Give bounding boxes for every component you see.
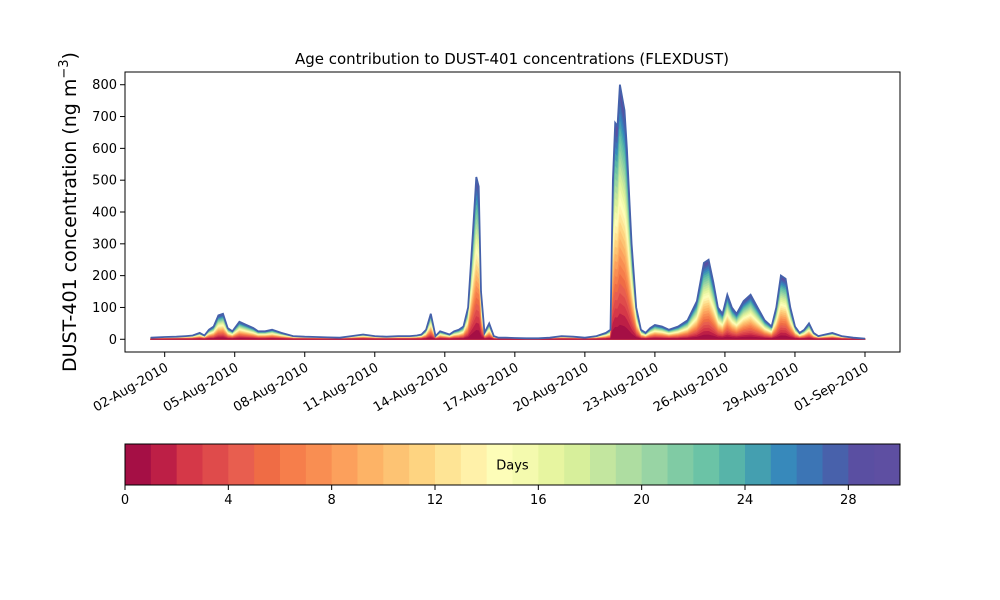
colorbar-tick-label: 20	[633, 493, 650, 508]
colorbar-swatch	[486, 444, 513, 485]
colorbar-swatch	[796, 444, 823, 485]
x-tick-label: 29-Aug-2010	[721, 360, 801, 415]
colorbar-swatch	[512, 444, 539, 485]
colorbar-tick-label: 12	[427, 493, 444, 508]
age-layer-29-days	[150, 84, 866, 340]
colorbar-swatch	[228, 444, 255, 485]
colorbar-swatch	[590, 444, 617, 485]
colorbar: 0 4 8 12 16 20 24 28 Days	[121, 443, 901, 508]
total-concentration-line	[150, 84, 866, 340]
colorbar-tick-label: 28	[840, 493, 857, 508]
colorbar-swatch	[538, 444, 565, 485]
colorbar-swatch	[822, 444, 849, 485]
age-layer-27-days	[150, 99, 866, 340]
colorbar-swatch	[176, 444, 203, 485]
y-axis-label-close: )	[59, 52, 81, 59]
x-tick-label: 02-Aug-2010	[91, 360, 171, 415]
colorbar-frame	[124, 443, 901, 486]
colorbar-tick-label: 0	[121, 493, 129, 508]
colorbar-swatch	[719, 444, 746, 485]
plot-area-outline-layer	[150, 84, 866, 340]
colorbar-swatch	[460, 444, 488, 485]
colorbar-swatch	[383, 444, 410, 485]
plot-area-fills	[150, 84, 866, 340]
x-tick-label: 20-Aug-2010	[511, 360, 591, 415]
y-tick-label: 300	[92, 237, 117, 252]
x-tick-label: 01-Sep-2010	[792, 360, 872, 415]
colorbar-label: Days	[496, 459, 529, 474]
colorbar-swatch	[435, 444, 462, 485]
colorbar-swatch	[280, 444, 307, 485]
y-axis-label-main: DUST-401 concentration (ng m	[59, 79, 81, 372]
x-tick-label: 26-Aug-2010	[651, 360, 731, 415]
y-axis-label: DUST-401 concentration (ng m−3)	[57, 52, 81, 372]
colorbar-swatch	[848, 444, 875, 485]
y-tick-label: 400	[92, 206, 117, 221]
y-axis: 0 100 200 300 400 500 600 700 800	[92, 78, 125, 348]
x-tick-label: 11-Aug-2010	[301, 360, 381, 415]
colorbar-swatch	[305, 444, 333, 485]
age-layer-0-days	[150, 324, 866, 340]
colorbar-swatch	[745, 444, 772, 485]
colorbar-swatch	[331, 444, 358, 485]
colorbar-swatch	[202, 444, 229, 485]
colorbar-swatch	[409, 444, 436, 485]
colorbar-swatch	[667, 444, 694, 485]
y-tick-label: 700	[92, 110, 117, 125]
x-axis: 02-Aug-201005-Aug-201008-Aug-201011-Aug-…	[91, 352, 872, 415]
age-layer-28-days	[150, 91, 866, 340]
x-tick-label: 08-Aug-2010	[231, 360, 311, 415]
x-tick-label: 23-Aug-2010	[581, 360, 661, 415]
y-axis-label-superscript: −3	[57, 59, 72, 78]
colorbar-swatch	[615, 444, 643, 485]
y-tick-label: 600	[92, 142, 117, 157]
colorbar-tick-label: 8	[328, 493, 336, 508]
colorbar-swatch	[125, 444, 152, 485]
x-tick-label: 05-Aug-2010	[161, 360, 241, 415]
colorbar-tick-label: 16	[530, 493, 547, 508]
y-tick-label: 500	[92, 174, 117, 189]
colorbar-swatch	[874, 444, 901, 485]
colorbar-swatch	[641, 444, 668, 485]
colorbar-tick-label: 24	[737, 493, 754, 508]
colorbar-swatch	[150, 444, 178, 485]
x-tick-label: 14-Aug-2010	[371, 360, 451, 415]
colorbar-tick-label: 4	[224, 493, 232, 508]
y-tick-label: 200	[92, 269, 117, 284]
age-layer-25-days	[150, 113, 866, 340]
y-tick-label: 100	[92, 301, 117, 316]
y-tick-label: 0	[109, 333, 117, 348]
y-tick-label: 800	[92, 78, 117, 93]
age-layer-26-days	[150, 106, 866, 340]
colorbar-swatch	[254, 444, 281, 485]
colorbar-swatch	[357, 444, 384, 485]
colorbar-swatch	[693, 444, 720, 485]
colorbar-swatch	[564, 444, 591, 485]
chart-title: Age contribution to DUST-401 concentrati…	[295, 50, 729, 68]
x-tick-label: 17-Aug-2010	[441, 360, 521, 415]
colorbar-swatch	[770, 444, 798, 485]
